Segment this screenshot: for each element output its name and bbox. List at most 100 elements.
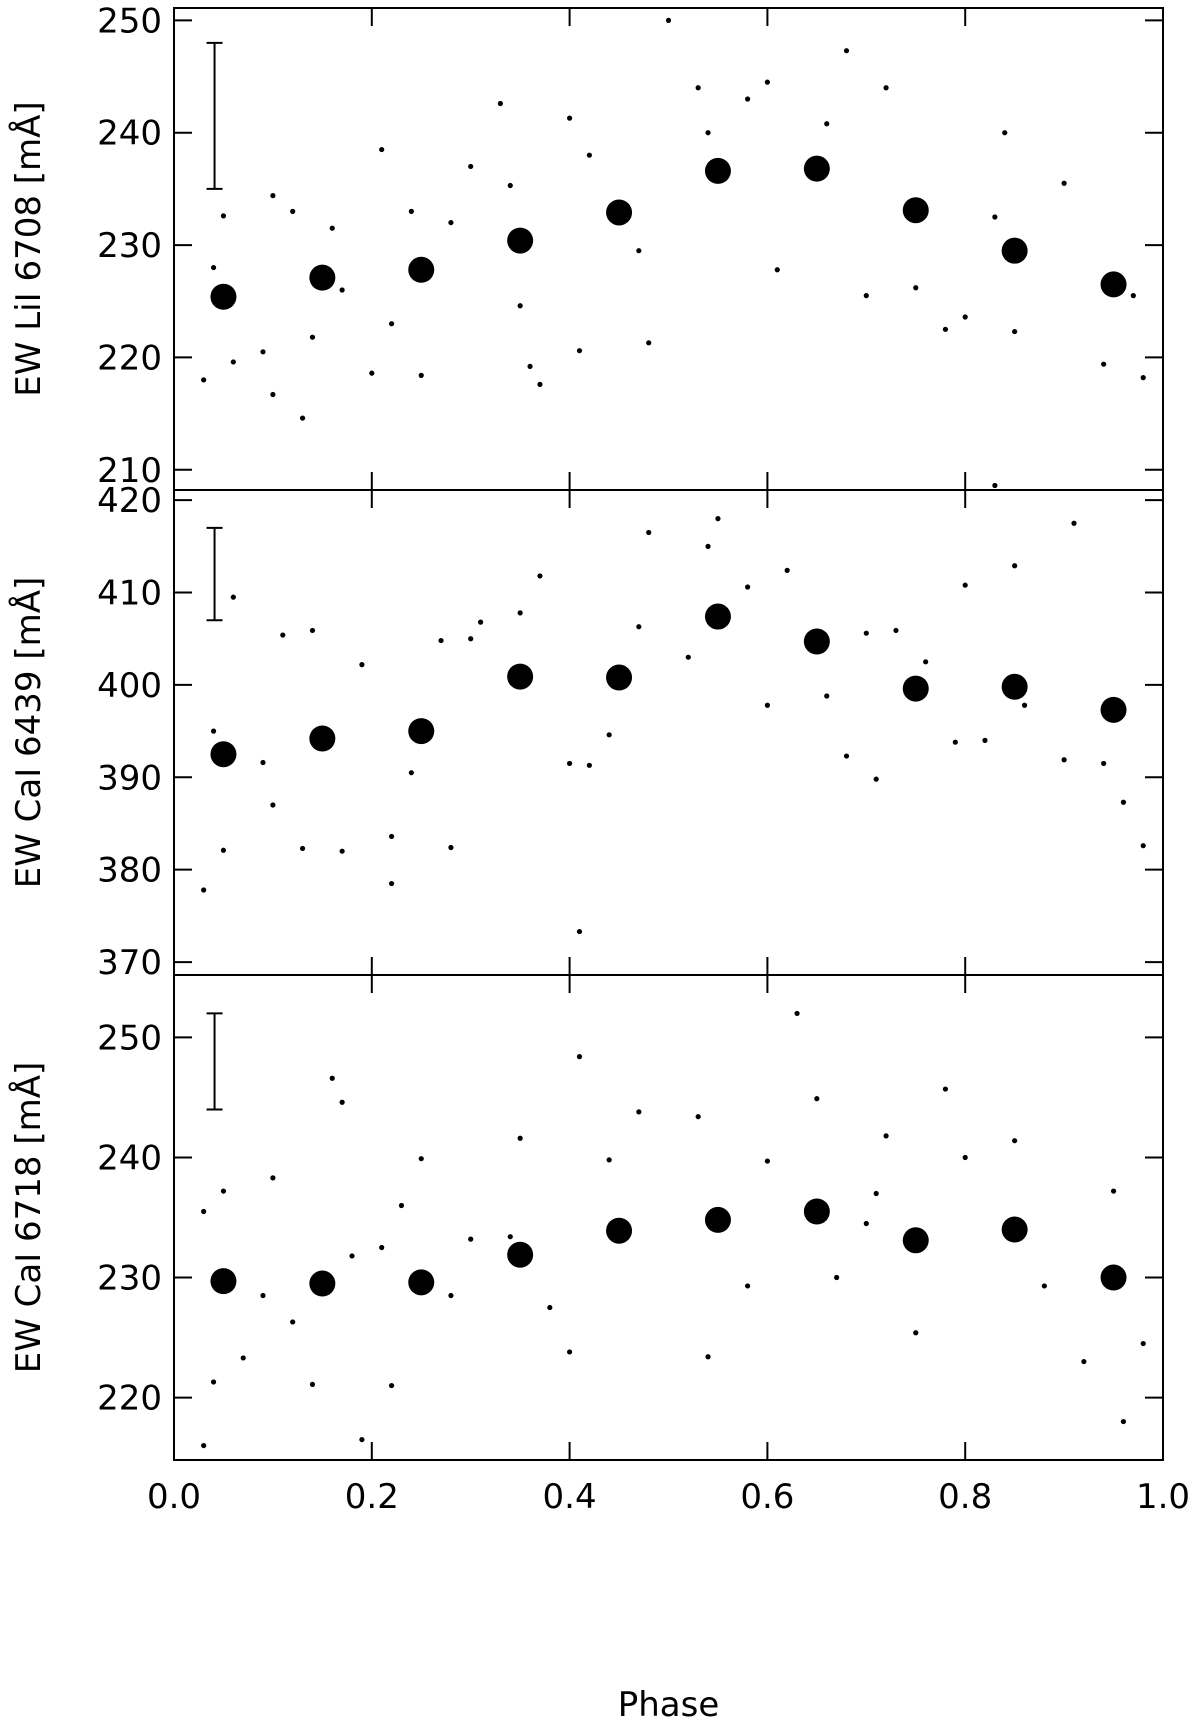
data-point — [299, 415, 306, 421]
data-point — [1081, 1358, 1087, 1365]
data-point — [873, 776, 879, 782]
data-point — [359, 662, 365, 668]
binned-mean — [606, 199, 633, 226]
data-point — [507, 1234, 513, 1240]
data-point — [369, 370, 375, 376]
binned-mean — [704, 1206, 731, 1233]
binned-mean — [408, 1269, 435, 1296]
data-point — [260, 349, 266, 355]
data-point — [992, 482, 998, 489]
data-point — [764, 79, 771, 85]
data-point — [1071, 520, 1077, 526]
data-point — [398, 1202, 405, 1209]
data-point — [329, 225, 335, 231]
data-point — [1012, 563, 1018, 569]
data-point — [824, 693, 830, 699]
data-point — [962, 582, 968, 588]
binned-mean — [704, 157, 731, 184]
data-point — [913, 1330, 919, 1336]
data-point — [695, 85, 701, 91]
data-point — [468, 163, 474, 170]
data-point — [260, 759, 266, 766]
data-point — [1012, 1138, 1018, 1144]
data-point — [270, 1175, 276, 1181]
data-point — [962, 314, 968, 320]
data-point — [339, 287, 345, 293]
data-point — [1002, 130, 1008, 136]
x-tick-label: 0.4 — [543, 1477, 597, 1517]
data-point — [388, 1382, 395, 1389]
data-point — [843, 753, 850, 759]
data-point — [636, 624, 642, 630]
data-point — [745, 584, 751, 590]
binned-mean — [902, 1227, 929, 1254]
data-point — [517, 303, 523, 309]
binned-mean — [408, 256, 435, 283]
binned-mean — [902, 197, 929, 224]
x-axis-label: Phase — [618, 1685, 720, 1725]
data-point — [883, 1133, 889, 1139]
data-point — [329, 1075, 335, 1081]
data-point — [567, 1349, 573, 1355]
data-point — [567, 760, 573, 767]
data-point — [1140, 375, 1146, 381]
data-point — [745, 1283, 751, 1289]
data-point — [1120, 1418, 1127, 1425]
data-point — [705, 130, 711, 136]
data-point — [606, 732, 612, 738]
data-point — [210, 728, 217, 734]
data-point — [942, 326, 949, 332]
y-tick-label: 390 — [97, 758, 162, 798]
data-point — [290, 208, 296, 214]
binned-mean — [902, 675, 929, 702]
data-point — [201, 887, 207, 893]
binned-mean — [803, 155, 830, 182]
data-point — [1061, 180, 1067, 186]
data-point — [280, 632, 286, 638]
data-point — [537, 381, 543, 387]
y-tick-label: 420 — [97, 481, 162, 521]
binned-mean — [1001, 237, 1028, 264]
data-point — [379, 146, 385, 153]
data-point — [1130, 293, 1136, 299]
data-point — [606, 1157, 612, 1163]
data-point — [468, 636, 474, 642]
plot-frame — [173, 974, 1164, 1461]
binned-mean — [309, 725, 336, 752]
data-point — [230, 594, 236, 600]
y-tick-label: 410 — [97, 574, 162, 614]
y-tick-label: 250 — [97, 1018, 162, 1058]
binned-mean — [1100, 696, 1127, 723]
y-tick-label: 220 — [97, 338, 162, 378]
data-point — [567, 115, 573, 121]
data-point — [240, 1355, 246, 1361]
data-point — [1061, 757, 1067, 763]
data-point — [388, 833, 395, 840]
data-point — [270, 193, 276, 199]
y-tick-label: 370 — [97, 943, 162, 983]
data-point — [992, 214, 998, 220]
binned-mean — [507, 663, 534, 690]
binned-mean — [309, 264, 336, 291]
data-point — [1120, 799, 1127, 805]
binned-mean — [507, 227, 534, 254]
data-point — [201, 1442, 207, 1449]
data-point — [349, 1253, 355, 1259]
data-point — [913, 285, 919, 291]
data-point — [220, 1188, 227, 1194]
data-point — [220, 213, 227, 219]
x-tick-label: 0.2 — [345, 1477, 399, 1517]
data-point — [299, 845, 306, 852]
y-axis-label: EW CaI 6439 [mÅ] — [8, 577, 49, 889]
data-point — [537, 573, 543, 579]
data-point — [497, 100, 503, 107]
data-point — [1110, 1188, 1117, 1194]
y-tick-label: 210 — [97, 451, 162, 491]
x-tick-label: 1.0 — [1136, 1477, 1190, 1517]
x-tick-label: 0.8 — [938, 1477, 992, 1517]
data-point — [834, 1274, 840, 1281]
binned-mean — [309, 1270, 336, 1297]
data-point — [576, 928, 583, 935]
data-point — [517, 610, 523, 616]
data-point — [814, 1096, 820, 1102]
